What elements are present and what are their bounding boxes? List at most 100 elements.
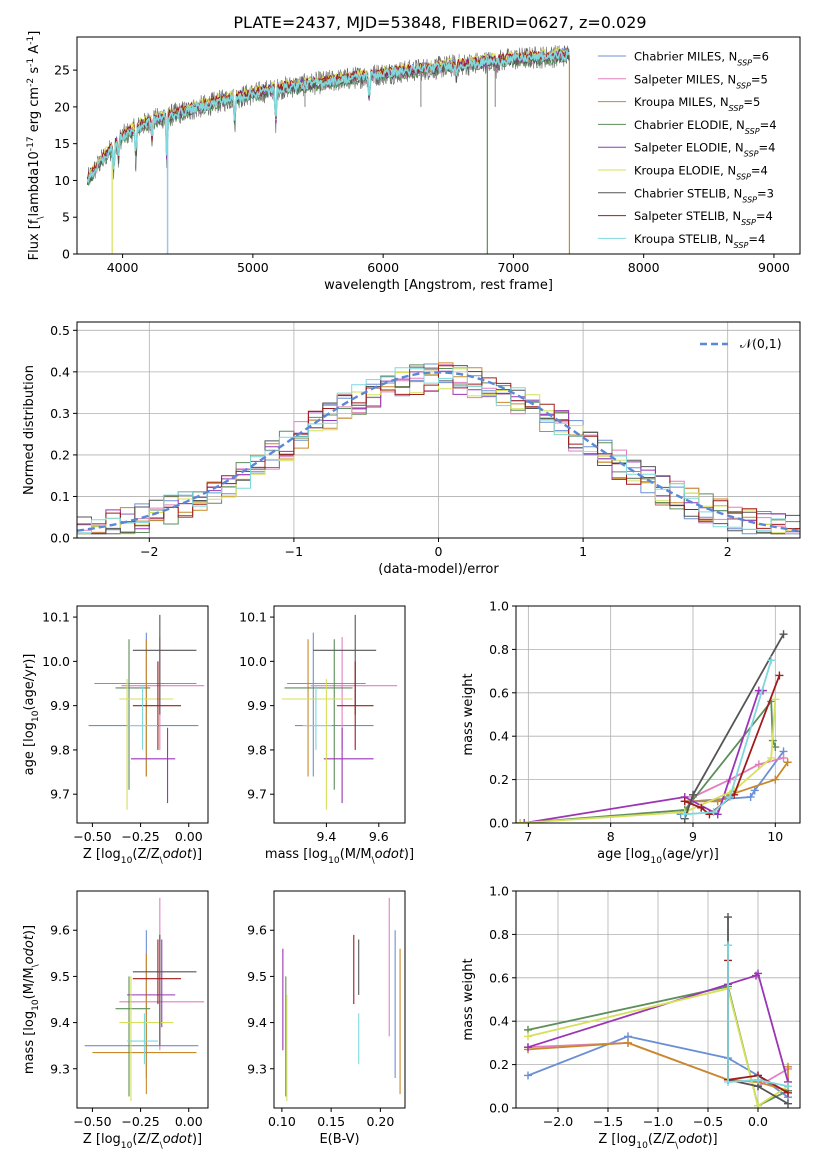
x-tick-label: −0.25 bbox=[121, 829, 159, 844]
y-tick-label: 9.3 bbox=[247, 1061, 267, 1076]
label-part: mass weight bbox=[461, 958, 476, 1040]
legend-label-2: Kroupa MILES, NSSP=5 bbox=[634, 95, 760, 113]
legend-tail: =5 bbox=[751, 72, 768, 86]
weight-marker-5 bbox=[516, 819, 525, 823]
label-part: 10 bbox=[650, 856, 662, 866]
label-part: odot bbox=[678, 1132, 708, 1147]
x-tick-label: 0.10 bbox=[268, 1114, 296, 1129]
label-part: lambda bbox=[27, 168, 42, 217]
weight-marker-4 bbox=[713, 810, 722, 819]
label-part: (M/M bbox=[22, 967, 37, 999]
legend-sub: SSP bbox=[744, 149, 759, 158]
label-part: mass [log bbox=[22, 1011, 37, 1074]
y-tick-label: 10.0 bbox=[42, 654, 70, 669]
legend-tail: =4 bbox=[751, 164, 768, 178]
legend-label-0: Chabrier MILES, NSSP=6 bbox=[634, 50, 769, 68]
label-part: )] bbox=[22, 925, 37, 935]
label-part: (Z/Z bbox=[132, 1132, 159, 1147]
label-part: age [log bbox=[22, 722, 37, 775]
panel-spectrum: 4000 5000 6000 7000 8000 9000 0 5 10 15 20 25 wavele… bbox=[26, 31, 801, 293]
figure-title: PLATE=2437, MJD=53848, FIBERID=0627, z=0… bbox=[233, 13, 646, 32]
legend-tail: =3 bbox=[757, 186, 774, 200]
panel-mass-vs-Z: −0.50 −0.25 0.009.39.49.59.6Z [log10(Z/Z\o… bbox=[22, 890, 209, 1151]
legend-label-4: Salpeter ELODIE, NSSP=4 bbox=[634, 141, 775, 159]
weight-marker-4 bbox=[524, 1043, 532, 1052]
weight-marker-8 bbox=[724, 941, 732, 950]
label-part: -2 bbox=[26, 78, 36, 87]
label-part: Z [log bbox=[598, 1132, 636, 1147]
legend-text: Chabrier ELODIE, N bbox=[634, 118, 745, 132]
legend-sub: SSP bbox=[736, 81, 751, 90]
weight-marker-7 bbox=[775, 671, 784, 680]
x-tick-label: 0.20 bbox=[366, 1114, 394, 1129]
label-part: Normed distribution bbox=[22, 365, 37, 495]
y-axis-label: mass weight bbox=[461, 673, 476, 755]
plot-area bbox=[84, 897, 205, 1102]
x-tick-label: 10 bbox=[767, 829, 783, 844]
y-tick-label: 9.4 bbox=[50, 1015, 70, 1030]
weight-marker-5 bbox=[771, 695, 780, 704]
y-tick-label: 0.2 bbox=[489, 1057, 509, 1072]
weight-marker-7 bbox=[697, 803, 706, 812]
label-part: Z [log bbox=[83, 1132, 121, 1147]
y-tick-label: 9.9 bbox=[247, 698, 267, 713]
legend-sub: SSP bbox=[742, 195, 757, 204]
y-tick-label: 1.0 bbox=[489, 884, 509, 899]
weight-marker-2 bbox=[624, 1038, 632, 1047]
x-axis-label: E(B-V) bbox=[319, 1132, 359, 1147]
label-part: 10 bbox=[328, 856, 340, 866]
y-tick-label: 0.0 bbox=[489, 816, 509, 831]
y-tick-label: 0.4 bbox=[489, 1014, 509, 1029]
legend-sub: SSP bbox=[745, 126, 760, 135]
residual-histogram-8 bbox=[77, 367, 800, 535]
y-tick-label: 0.6 bbox=[489, 970, 509, 985]
label-part: 10 bbox=[121, 1141, 133, 1151]
y-tick-label: 25 bbox=[54, 63, 70, 78]
label-part: s bbox=[27, 67, 42, 78]
y-tick-label: 5 bbox=[62, 210, 70, 225]
legend-tail: =4 bbox=[758, 141, 775, 155]
weight-marker-5 bbox=[524, 1032, 532, 1041]
y-tick-label: 0.4 bbox=[50, 364, 70, 379]
y-tick-label: 9.3 bbox=[50, 1061, 70, 1076]
legend-tail: =6 bbox=[752, 50, 769, 64]
y-tick-label: 0.1 bbox=[50, 489, 70, 504]
axes-frame bbox=[76, 36, 801, 255]
panel-residuals: −2 −1 0 1 2 0.0 0.1 0.2 0.3 0.4 0.5 (data-model)/er… bbox=[22, 321, 801, 577]
y-tick-label: 9.4 bbox=[247, 1015, 267, 1030]
label-part: 10 bbox=[31, 710, 41, 722]
label-part: 10 bbox=[31, 999, 41, 1011]
weight-marker-8 bbox=[724, 1077, 732, 1086]
y-tick-label: 9.5 bbox=[247, 969, 267, 984]
weight-marker-5 bbox=[767, 753, 776, 762]
x-tick-label: 1 bbox=[579, 544, 587, 559]
weight-line-5 bbox=[527, 987, 789, 1108]
label-part: )] bbox=[192, 1132, 202, 1147]
y-tick-label: 0 bbox=[62, 247, 70, 262]
x-tick-label: 5000 bbox=[237, 260, 269, 275]
label-part: (Z/Z bbox=[648, 1132, 675, 1147]
weight-marker-1 bbox=[779, 753, 788, 762]
x-tick-label: −1.5 bbox=[593, 1114, 623, 1129]
label-part: odot bbox=[163, 847, 193, 862]
y-tick-label: 9.7 bbox=[50, 787, 70, 802]
x-tick-label: 0.00 bbox=[175, 1114, 203, 1129]
axes-frame bbox=[515, 890, 801, 1109]
x-axis-label: mass [log10(M/M\odot)] bbox=[265, 847, 414, 866]
y-tick-label: 9.5 bbox=[50, 969, 70, 984]
y-tick-label: 0.5 bbox=[50, 323, 70, 338]
panel-age-vs-mass: 9.4 9.6 9.7 9.8 9.9 10.0 10.1 mass [log10(M/M\o… bbox=[239, 605, 414, 866]
x-tick-label: 6000 bbox=[367, 260, 399, 275]
label-part: 10 bbox=[27, 151, 42, 168]
label-part: )] bbox=[404, 847, 414, 862]
y-axis-label: Normed distribution bbox=[22, 365, 37, 495]
x-tick-label: 0.00 bbox=[175, 829, 203, 844]
weight-marker-0 bbox=[750, 786, 759, 795]
x-axis-label: age [log10(age/yr)] bbox=[597, 847, 719, 866]
panel-mass-vs-EBV: 0.10 0.15 0.20 9.3 9.4 9.5 9.6 E(B-V) bbox=[247, 890, 406, 1147]
label-part: ] bbox=[27, 31, 42, 36]
y-tick-label: 9.6 bbox=[247, 923, 267, 938]
weight-line-8 bbox=[684, 660, 773, 816]
label-part: wavelength [Angstrom, rest frame] bbox=[324, 278, 553, 293]
